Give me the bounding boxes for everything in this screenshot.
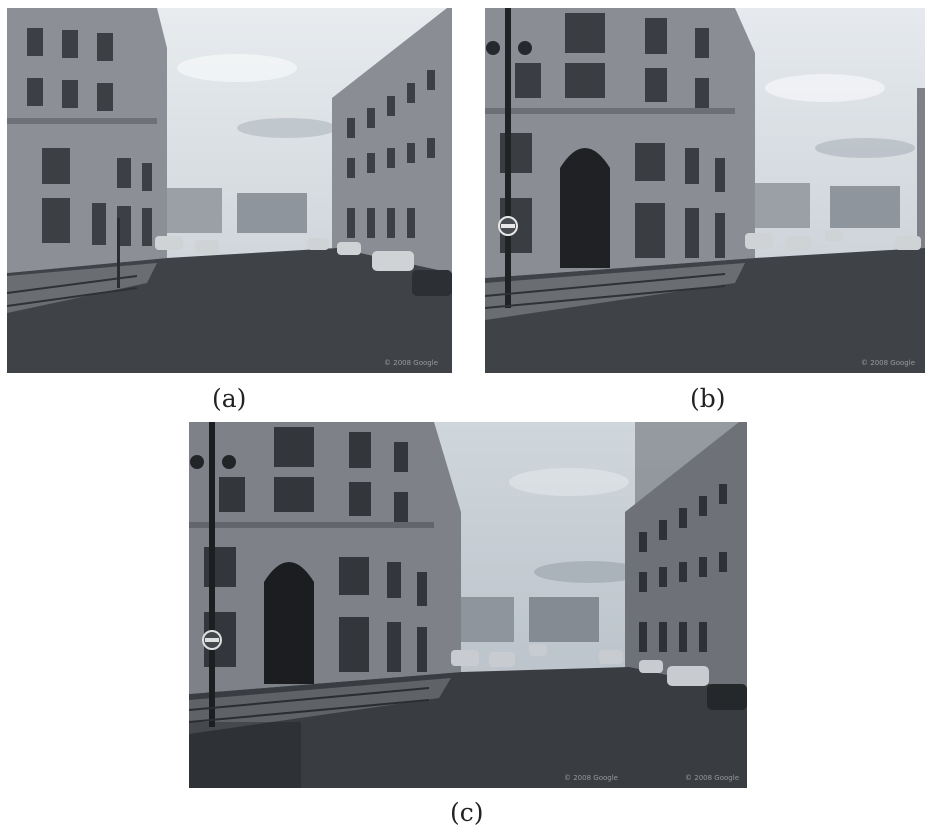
photo-panel-a: © 2008 Google — [7, 8, 452, 373]
caption-c: (c) — [450, 798, 484, 827]
photo-panel-b: © 2008 Google — [485, 8, 925, 373]
photo-panel-c: © 2008 Google © 2008 Google — [189, 422, 747, 788]
caption-a: (a) — [212, 384, 247, 413]
caption-b: (b) — [690, 384, 726, 413]
